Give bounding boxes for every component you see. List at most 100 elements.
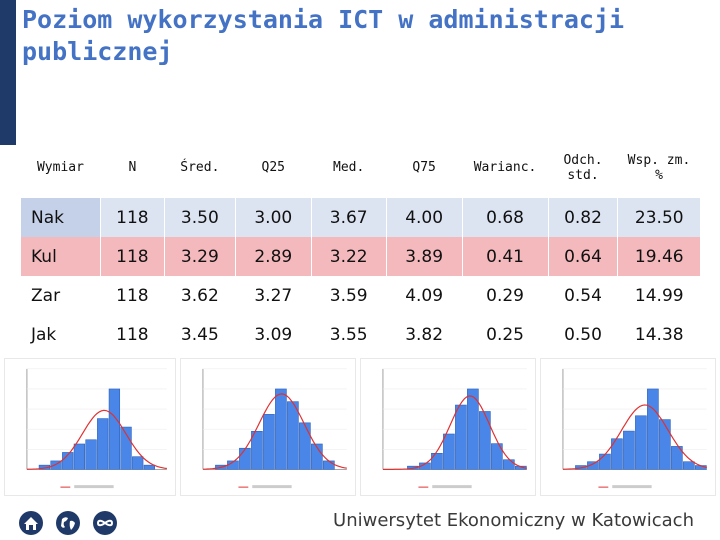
table-header-row: Wymiar N Śred. Q25 Med. Q75 Warianc. Odc… xyxy=(21,137,701,198)
header-odch-std: Odch. std. xyxy=(563,152,603,183)
cell-q25: 2.89 xyxy=(234,237,312,276)
histogram-bar xyxy=(323,460,335,470)
cell-wsp-zm: 23.50 xyxy=(617,198,700,237)
histogram-bar xyxy=(455,404,467,470)
histogram-bar xyxy=(120,426,132,470)
cell-warianc: 0.68 xyxy=(461,198,549,237)
histogram-bar xyxy=(251,430,263,470)
normal-curve xyxy=(382,395,527,470)
histogram-bar xyxy=(443,433,455,470)
table-row: Nak 118 3.50 3.00 3.67 4.00 0.68 0.82 23… xyxy=(20,198,700,237)
university-name: Uniwersytet Ekonomiczny w Katowicach xyxy=(333,510,694,531)
histogram-bar xyxy=(263,414,275,470)
infinity-icon[interactable] xyxy=(92,510,118,536)
home-icon[interactable] xyxy=(18,510,44,536)
normal-curve xyxy=(562,404,707,470)
header-n: N xyxy=(128,160,137,175)
row-label: Jak xyxy=(20,315,101,354)
cell-sred: 3.62 xyxy=(163,276,236,315)
histogram-bar xyxy=(132,456,144,470)
cell-warianc: 0.25 xyxy=(461,315,549,354)
header-q75: Q75 xyxy=(412,160,436,175)
header-sred: Śred. xyxy=(180,160,220,175)
histogram-bar xyxy=(143,464,156,470)
histogram-bar xyxy=(635,415,647,470)
header-wsp-zm: Wsp. zm. % xyxy=(627,152,691,183)
histogram-bar xyxy=(647,388,659,470)
histogram-bar xyxy=(299,422,311,470)
cell-odch-std: 0.54 xyxy=(547,276,618,315)
slide-accent-bar xyxy=(0,0,16,145)
histogram-bar xyxy=(85,439,97,470)
histogram-bar xyxy=(62,452,74,470)
cell-warianc: 0.29 xyxy=(461,276,549,315)
histogram-bar xyxy=(659,419,671,470)
histogram-bar xyxy=(73,443,86,470)
globe-icon[interactable] xyxy=(55,510,81,536)
histogram-bar xyxy=(479,411,491,470)
cell-med: 3.55 xyxy=(310,315,387,354)
histogram-bar xyxy=(491,443,503,470)
normal-curve xyxy=(202,393,347,470)
histogram-bar xyxy=(311,443,323,470)
histogram-bar xyxy=(287,401,299,470)
cell-q75: 4.09 xyxy=(385,276,463,315)
cell-med: 3.67 xyxy=(310,198,387,237)
cell-odch-std: 0.64 xyxy=(547,237,618,276)
histogram-bar xyxy=(587,461,599,470)
slide-title: Poziom wykorzystania ICT w administracji… xyxy=(22,5,625,66)
legend-text-placeholder xyxy=(612,485,652,489)
normal-curve xyxy=(26,409,167,470)
row-label: Nak xyxy=(20,198,101,237)
cell-wsp-zm: 14.99 xyxy=(617,276,700,315)
cell-sred: 3.50 xyxy=(163,198,236,237)
cell-n: 118 xyxy=(99,276,165,315)
histogram-chart-jak xyxy=(540,358,716,496)
cell-sred: 3.29 xyxy=(163,237,236,276)
histogram-bar xyxy=(671,446,683,470)
histogram-bar xyxy=(683,461,695,470)
cell-wsp-zm: 19.46 xyxy=(617,237,700,276)
cell-q25: 3.09 xyxy=(234,315,312,354)
histogram-bar xyxy=(97,418,109,470)
histogram-chart-nak xyxy=(4,358,176,496)
histogram-chart-kul xyxy=(180,358,356,496)
histogram-strip xyxy=(0,358,720,498)
cell-odch-std: 0.82 xyxy=(547,198,618,237)
cell-med: 3.59 xyxy=(310,276,387,315)
row-label: Zar xyxy=(20,276,101,315)
header-q25: Q25 xyxy=(261,160,286,175)
histogram-bar xyxy=(275,388,287,470)
histogram-chart-zar xyxy=(360,358,536,496)
histogram-bar xyxy=(623,430,635,470)
cell-odch-std: 0.50 xyxy=(547,315,618,354)
footer: Uniwersytet Ekonomiczny w Katowicach xyxy=(0,500,720,540)
histogram-bar xyxy=(467,388,479,470)
histogram-bar xyxy=(108,388,121,470)
cell-q75: 3.82 xyxy=(385,315,463,354)
table-row: Zar 118 3.62 3.27 3.59 4.09 0.29 0.54 14… xyxy=(20,276,700,315)
header-warianc: Warianc. xyxy=(473,160,537,175)
cell-q75: 3.89 xyxy=(385,237,463,276)
table-row: Jak 118 3.45 3.09 3.55 3.82 0.25 0.50 14… xyxy=(20,315,700,354)
cell-n: 118 xyxy=(99,315,165,354)
cell-wsp-zm: 14.38 xyxy=(617,315,700,354)
cell-n: 118 xyxy=(99,237,165,276)
cell-sred: 3.45 xyxy=(163,315,236,354)
legend-text-placeholder xyxy=(252,485,292,489)
cell-n: 118 xyxy=(99,198,165,237)
histogram-bar xyxy=(503,459,515,470)
cell-warianc: 0.41 xyxy=(461,237,549,276)
header-med: Med. xyxy=(333,160,365,175)
cell-q25: 3.00 xyxy=(234,198,312,237)
histogram-bar xyxy=(599,453,611,470)
histogram-bar xyxy=(239,447,251,470)
cell-q75: 4.00 xyxy=(385,198,463,237)
legend-text-placeholder xyxy=(74,485,114,489)
row-label: Kul xyxy=(20,237,101,276)
histogram-bar xyxy=(50,460,62,470)
header-wymiar: Wymiar xyxy=(36,160,84,175)
legend-text-placeholder xyxy=(432,485,472,489)
table-row: Kul 118 3.29 2.89 3.22 3.89 0.41 0.64 19… xyxy=(20,237,700,276)
statistics-table: Wymiar N Śred. Q25 Med. Q75 Warianc. Odc… xyxy=(20,137,700,354)
